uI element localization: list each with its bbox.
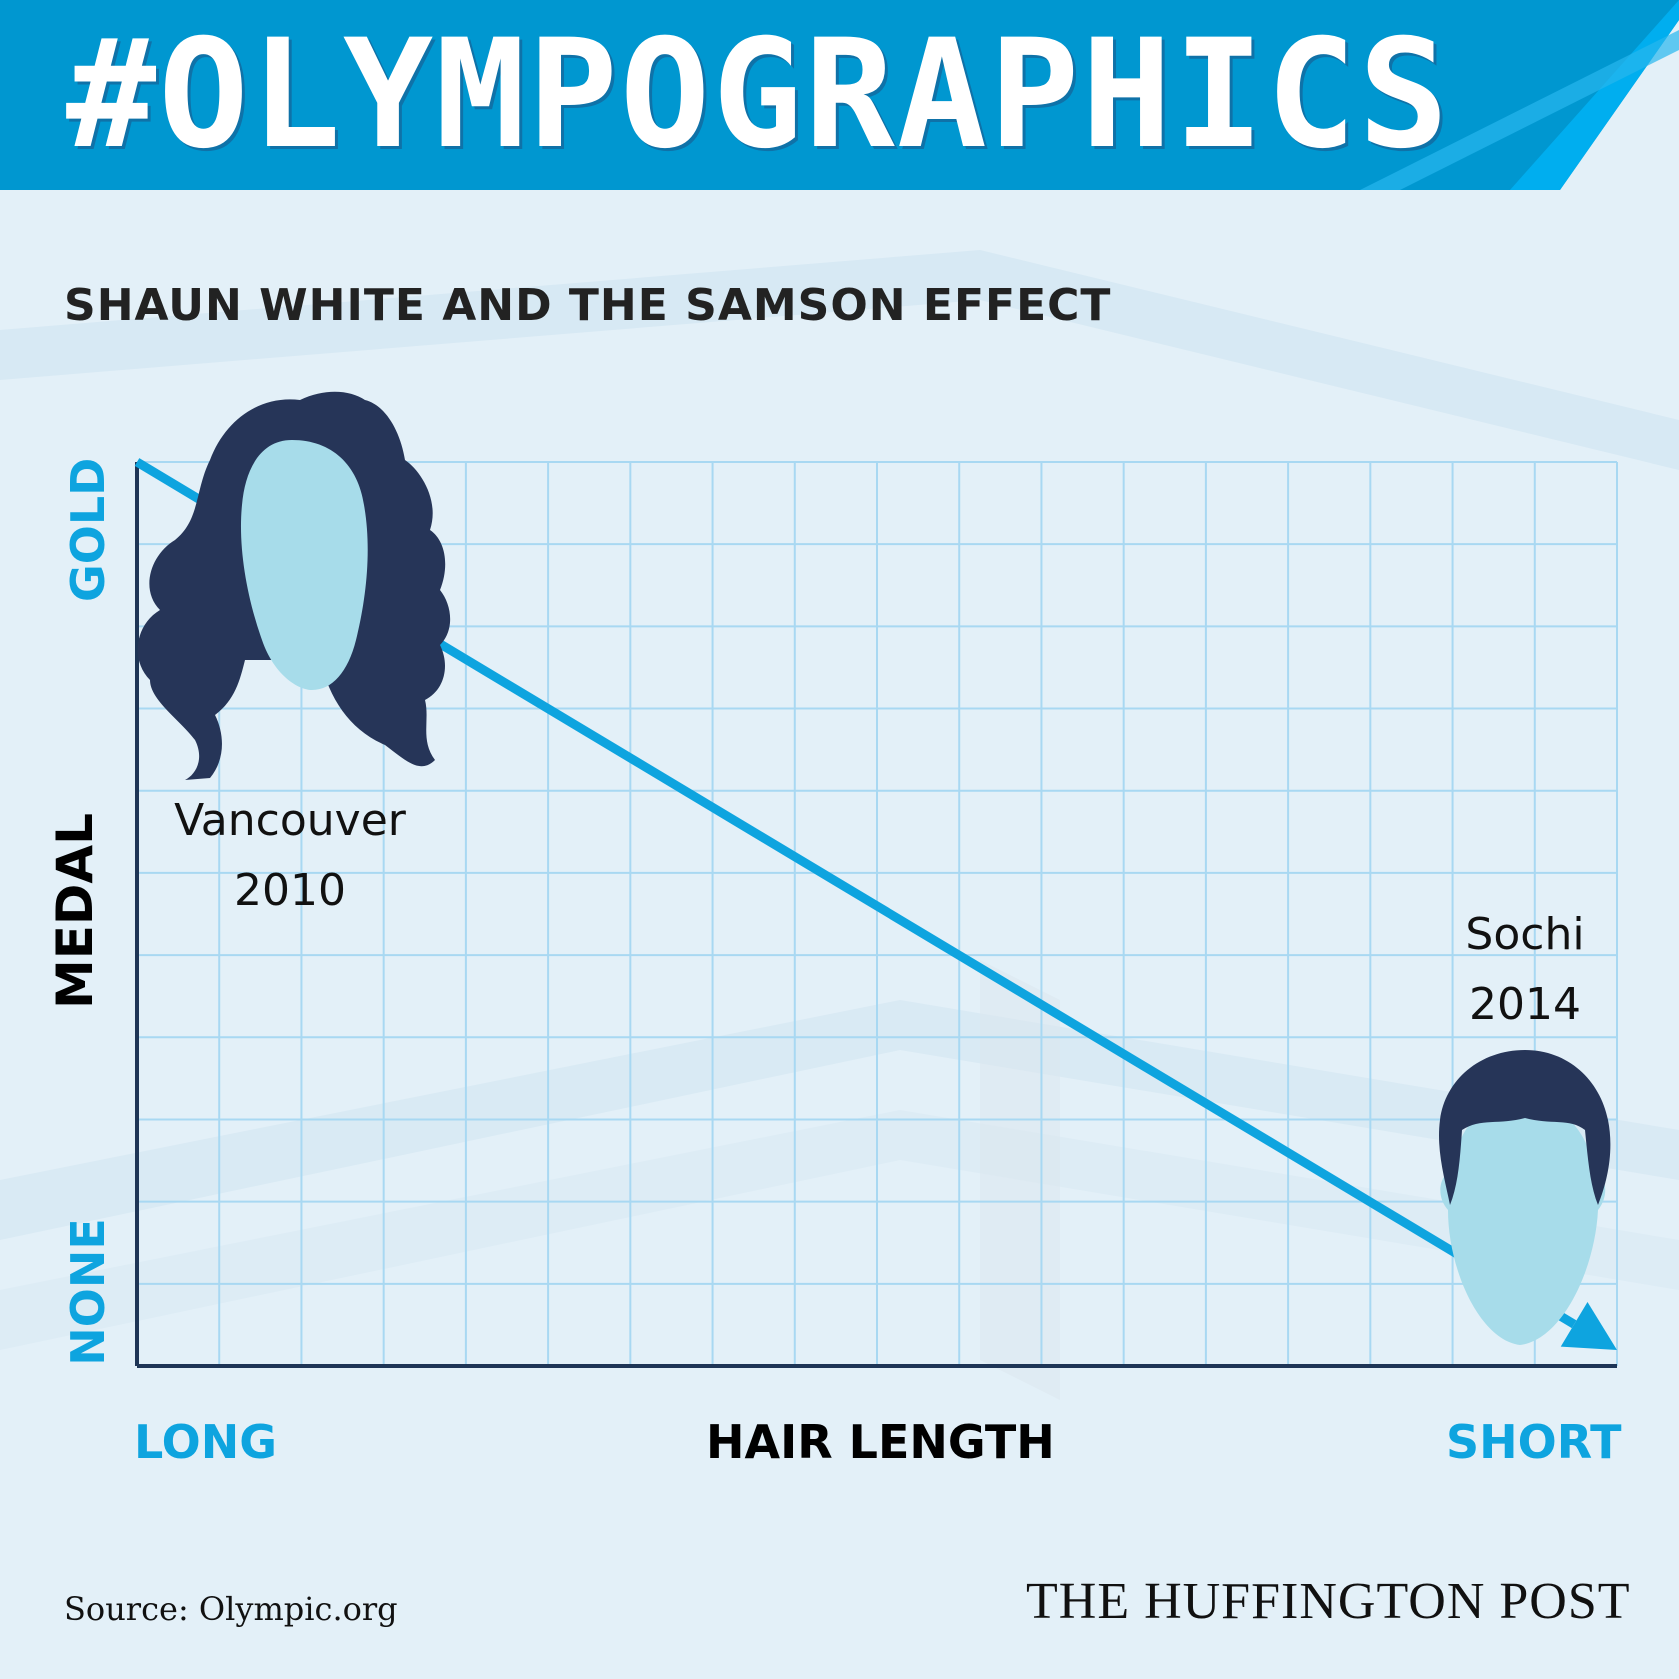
annotation-sochi: Sochi 2014 — [1410, 900, 1640, 1040]
annotation-sochi-year: 2014 — [1469, 979, 1581, 1030]
axes — [135, 462, 1617, 1368]
brand-logo: THE HUFFINGTON POST — [1026, 1573, 1631, 1630]
x-axis-start-label: LONG — [134, 1415, 278, 1469]
banner-bar — [0, 0, 1679, 190]
icons — [137, 391, 1611, 1345]
annotation-sochi-place: Sochi — [1465, 909, 1585, 960]
source-note: Source: Olympic.org — [64, 1590, 398, 1628]
trend-arrow-icon — [1560, 1301, 1617, 1350]
annotation-vancouver: Vancouver 2010 — [150, 786, 430, 926]
chart-title: SHAUN WHITE AND THE SAMSON EFFECT — [64, 280, 1112, 331]
banner-title: #OLYMPOGRAPHICS — [66, 8, 1451, 182]
x-axis-end-label: SHORT — [1446, 1415, 1622, 1469]
annotation-vancouver-place: Vancouver — [174, 795, 406, 846]
annotation-vancouver-year: 2010 — [234, 865, 346, 916]
y-axis-top-label: GOLD — [61, 457, 115, 602]
x-axis-label: HAIR LENGTH — [706, 1415, 1055, 1469]
short-hair-head-icon — [1439, 1050, 1611, 1345]
y-axis-label: MEDAL — [46, 813, 104, 1009]
y-axis-bottom-label: NONE — [61, 1218, 115, 1366]
long-hair-head-icon — [137, 391, 451, 780]
